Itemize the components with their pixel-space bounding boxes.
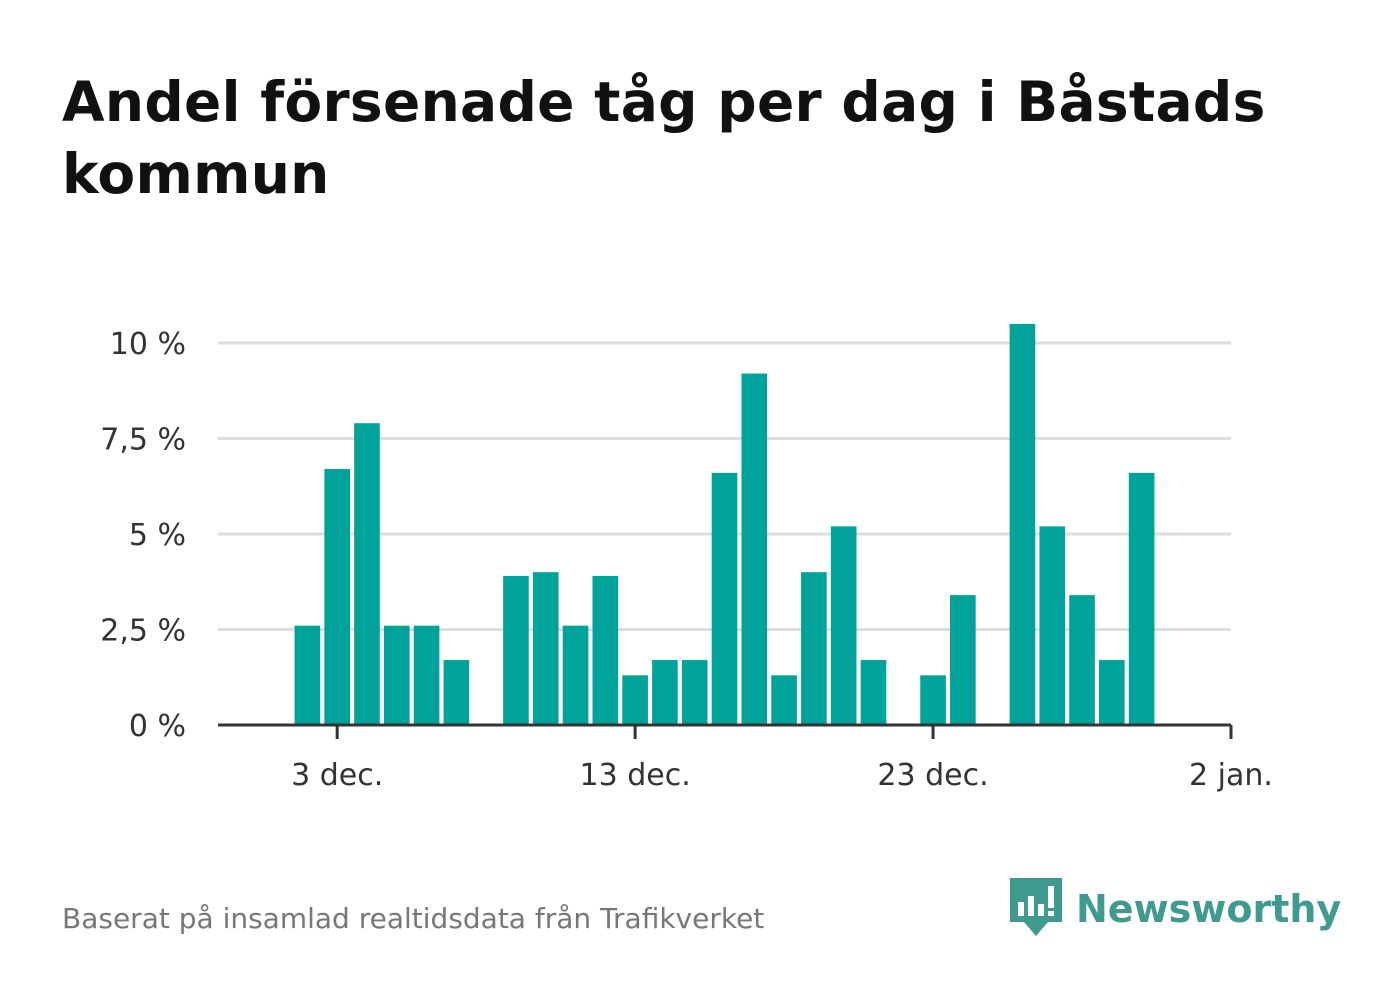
x-tick-label: 3 dec. — [291, 758, 383, 793]
bar — [622, 675, 648, 725]
y-tick-label: 7,5 % — [100, 423, 186, 458]
brand: Newsworthy — [1010, 878, 1341, 940]
x-tick-label: 23 dec. — [877, 758, 988, 793]
bar — [920, 675, 946, 725]
bar — [860, 660, 887, 725]
bar-chart: 0 % 2,5 % 5 % 7,5 % 10 % 3 dec. 13 dec. 23 dec… — [100, 323, 1273, 793]
bar — [652, 660, 678, 725]
bars — [294, 323, 1155, 725]
y-axis-tick-labels: 0 % 2,5 % 5 % 7,5 % 10 % — [100, 327, 186, 744]
bar — [1128, 472, 1155, 725]
bar — [592, 576, 619, 725]
bar — [324, 469, 350, 725]
bar — [741, 373, 768, 725]
x-tick-label: 13 dec. — [579, 758, 690, 793]
y-tick-label: 2,5 % — [100, 614, 186, 649]
y-tick-label: 10 % — [110, 327, 186, 362]
x-axis-ticks: 3 dec. 13 dec. 23 dec. 2 jan. — [291, 725, 1273, 793]
bar — [1099, 660, 1125, 725]
bar — [383, 625, 410, 725]
bar — [532, 572, 559, 725]
x-tick-label: 2 jan. — [1189, 758, 1273, 793]
y-tick-label: 5 % — [129, 518, 186, 553]
bar — [503, 576, 529, 725]
newsworthy-logo-icon — [1010, 878, 1062, 936]
bar — [950, 595, 976, 725]
bar — [413, 625, 440, 725]
bar — [354, 423, 380, 725]
bar — [711, 472, 738, 725]
bar — [294, 625, 321, 725]
bar — [830, 526, 857, 725]
bar — [1009, 323, 1036, 725]
chart-title: Andel försenade tåg per dag i Båstads ko… — [62, 70, 1266, 206]
bar — [1039, 526, 1066, 725]
source-note: Baserat på insamlad realtidsdata från Tr… — [62, 902, 765, 935]
brand-name: Newsworthy — [1076, 887, 1342, 931]
bar — [443, 660, 470, 725]
y-tick-label: 0 % — [129, 709, 186, 744]
bar — [801, 572, 827, 725]
bar — [1069, 595, 1095, 725]
bar — [681, 660, 708, 725]
bar — [771, 675, 797, 725]
bar — [562, 625, 589, 725]
